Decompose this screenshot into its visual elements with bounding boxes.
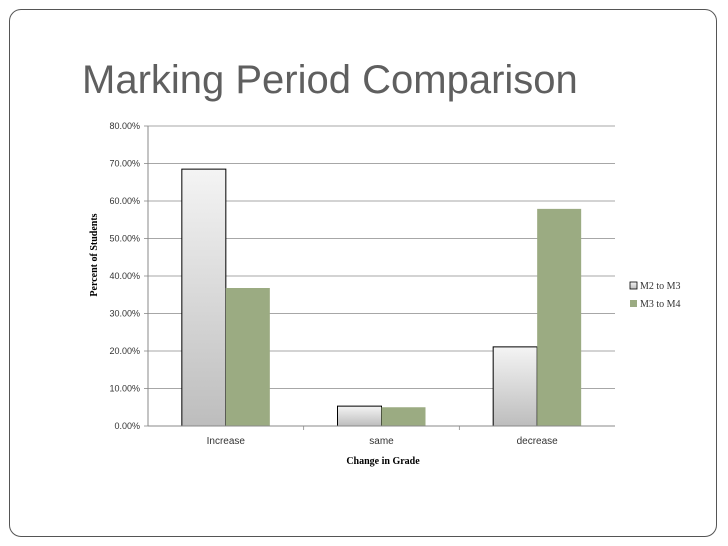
bar-m3-to-m4-same: [381, 407, 426, 426]
x-axis-label: Change in Grade: [346, 456, 420, 467]
bar-m2-to-m3-increase: [181, 168, 227, 427]
y-tick-label: 30.00%: [109, 309, 140, 319]
bar-m2-to-m3-same: [337, 405, 382, 427]
legend-swatch: [629, 281, 638, 290]
y-tick-labels: 0.00% 10.00% 20.00% 30.00% 40.00% 50.00% 60.00…: [109, 121, 140, 431]
y-tick-label: 40.00%: [109, 271, 140, 281]
x-tick-labels: Increase same decrease: [207, 436, 559, 447]
bars: [181, 168, 582, 427]
y-tick-label: 10.00%: [109, 384, 140, 394]
legend: M2 to M3 M3 to M4: [629, 281, 681, 310]
axes: [144, 125, 615, 430]
x-tick-label: same: [369, 436, 394, 447]
y-tick-label: 60.00%: [109, 196, 140, 206]
bar-m3-to-m4-decrease: [537, 208, 582, 426]
y-tick-label: 20.00%: [109, 346, 140, 356]
y-tick-label: 50.00%: [109, 234, 140, 244]
bar-m2-to-m3-decrease: [492, 346, 538, 427]
legend-label: M2 to M3: [640, 281, 681, 292]
x-tick-label: Increase: [207, 436, 246, 447]
x-tick-label: decrease: [517, 436, 559, 447]
slide-frame: [9, 9, 717, 537]
y-axis-label: Percent of Students: [89, 213, 100, 296]
y-tick-label: 70.00%: [109, 159, 140, 169]
legend-label: M3 to M4: [640, 299, 681, 310]
y-tick-label: 0.00%: [114, 421, 140, 431]
bar-m3-to-m4-increase: [225, 288, 270, 426]
legend-swatch: [630, 300, 637, 307]
slide-title: Marking Period Comparison: [82, 58, 578, 102]
y-tick-label: 80.00%: [109, 121, 140, 131]
